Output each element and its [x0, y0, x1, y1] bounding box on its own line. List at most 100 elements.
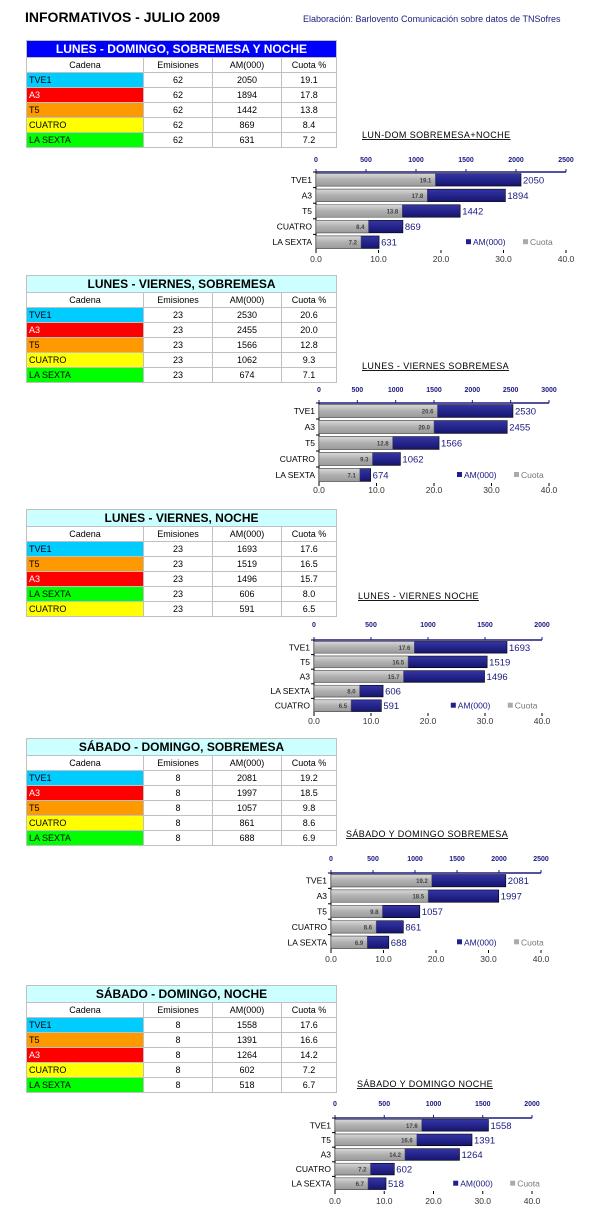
chart-title: LUN-DOM SOBREMESA+NOCHE [362, 130, 510, 140]
category-label: A3 [300, 672, 311, 682]
cuota-label: 16.6 [401, 1138, 413, 1144]
cuota-bar [330, 920, 377, 934]
table-row: LA SEXTA 62 631 7.2 [26, 132, 337, 148]
cuota-cell: 6.9 [281, 830, 337, 846]
data-table: LUNES - VIERNES, NOCHE Cadena Emisiones AM(… [26, 509, 337, 617]
cuota-label: 17.8 [412, 194, 424, 200]
category-label: LA SEXTA [270, 686, 310, 696]
table-row: T5 23 1519 16.5 [26, 556, 337, 572]
bottom-tick-label: 10.0 [375, 954, 392, 964]
bottom-tick-label: 0.0 [313, 485, 325, 495]
emisiones-cell: 8 [143, 830, 213, 846]
legend-cuota-label: Cuota [517, 1179, 540, 1189]
cuota-bar [315, 188, 428, 202]
legend-cuota-label: Cuota [530, 237, 553, 247]
cuota-bar [313, 670, 404, 683]
bottom-tick-label: 30.0 [477, 716, 494, 726]
channel-cell: A3 [26, 785, 144, 801]
bottom-tick-label: 0.0 [310, 254, 322, 264]
cuota-label: 6.9 [355, 941, 364, 947]
am-cell: 518 [212, 1077, 282, 1093]
bottom-tick-label: 20.0 [426, 485, 443, 495]
cuota-bar [330, 889, 429, 903]
table-row: TVE1 62 2050 19.1 [26, 72, 337, 88]
cuota-label: 16.5 [392, 660, 404, 666]
am-label: 1264 [462, 1150, 483, 1161]
category-label: A3 [317, 891, 328, 901]
top-tick-label: 500 [351, 387, 363, 394]
credit-text: Elaboración: Barlovento Comunicación sob… [303, 14, 561, 24]
am-label: 674 [373, 471, 389, 482]
category-label: LA SEXTA [275, 470, 315, 480]
top-tick-label: 1000 [420, 622, 436, 629]
legend-cuota-swatch [507, 702, 513, 708]
table-row: T5 23 1566 12.8 [26, 337, 337, 353]
data-table: SÁBADO - DOMINGO, SOBREMESA Cadena Emision… [26, 738, 337, 846]
top-tick-label: 1500 [477, 622, 493, 629]
cuota-bar [334, 1133, 418, 1146]
bottom-tick-label: 20.0 [433, 254, 450, 264]
am-label: 688 [391, 938, 407, 949]
bottom-tick-label: 40.0 [533, 954, 550, 964]
top-tick-label: 500 [360, 157, 372, 164]
category-label: TVE1 [306, 876, 328, 886]
table-row: CUATRO 8 602 7.2 [26, 1062, 337, 1078]
am-label: 861 [405, 922, 421, 933]
table-row: LA SEXTA 23 606 8.0 [26, 586, 337, 602]
top-tick-label: 1500 [449, 856, 465, 863]
cuota-label: 9.8 [370, 910, 379, 916]
am-label: 1566 [441, 439, 462, 450]
am-label: 606 [385, 687, 401, 698]
am-label: 1693 [509, 643, 530, 654]
top-tick-label: 500 [365, 622, 377, 629]
cuota-label: 19.2 [416, 879, 428, 885]
top-tick-label: 1500 [458, 157, 474, 164]
bottom-tick-label: 40.0 [524, 1196, 541, 1206]
bottom-tick-label: 20.0 [425, 1196, 442, 1206]
chart-title: LUNES - VIERNES NOCHE [358, 591, 479, 601]
cuota-label: 13.8 [387, 210, 399, 216]
cuota-cell: 7.2 [281, 132, 337, 148]
table-row: T5 62 1442 13.8 [26, 102, 337, 118]
cuota-label: 6.7 [356, 1182, 365, 1188]
table-row: CUATRO 23 1062 9.3 [26, 352, 337, 368]
table-header: SÁBADO - DOMINGO, SOBREMESA [26, 738, 337, 756]
am-label: 602 [396, 1165, 412, 1176]
top-tick-label: 0 [312, 622, 316, 629]
table-row: LA SEXTA 8 518 6.7 [26, 1077, 337, 1093]
channel-cell: CUATRO [26, 601, 144, 617]
cuota-bar [315, 173, 436, 187]
category-label: A3 [321, 1150, 332, 1160]
top-tick-label: 1000 [426, 1101, 442, 1108]
channel-cell: LA SEXTA [26, 830, 144, 846]
data-table: SÁBADO - DOMINGO, NOCHE Cadena Emisiones AM… [26, 985, 337, 1093]
legend-am-label: AM(000) [464, 470, 497, 480]
legend-am-swatch [450, 702, 456, 708]
channel-cell: TVE1 [26, 72, 144, 88]
bottom-tick-label: 10.0 [376, 1196, 393, 1206]
category-label: CUATRO [292, 922, 328, 932]
cuota-label: 14.2 [389, 1153, 401, 1159]
category-label: T5 [321, 1135, 331, 1145]
table-row: A3 8 1997 18.5 [26, 785, 337, 801]
top-tick-label: 500 [367, 856, 379, 863]
bottom-tick-label: 40.0 [534, 716, 551, 726]
cuota-bar [313, 641, 415, 654]
top-tick-label: 2500 [558, 157, 574, 164]
top-tick-label: 2000 [508, 157, 524, 164]
cuota-label: 8.0 [347, 690, 356, 696]
data-table: LUNES - DOMINGO, SOBREMESA Y NOCHE Cadena… [26, 40, 337, 148]
cuota-label: 7.2 [349, 241, 358, 247]
cuota-cell: 6.7 [281, 1077, 337, 1093]
bottom-tick-label: 10.0 [368, 485, 385, 495]
legend-cuota-swatch [523, 239, 528, 245]
bar-chart: SÁBADO Y DOMINGO NOCHE 0 500 1000 1500 2000 0.… [291, 1079, 540, 1206]
bar-chart: SÁBADO Y DOMINGO SOBREMESA 0 500 1000 1500 20… [287, 829, 549, 964]
legend-am-label: AM(000) [458, 701, 491, 711]
top-tick-label: 0 [333, 1101, 337, 1108]
bottom-tick-label: 30.0 [474, 1196, 491, 1206]
category-label: T5 [300, 657, 310, 667]
legend-cuota-swatch [514, 939, 519, 945]
legend-cuota-label: Cuota [521, 470, 544, 480]
bottom-tick-label: 10.0 [370, 254, 387, 264]
